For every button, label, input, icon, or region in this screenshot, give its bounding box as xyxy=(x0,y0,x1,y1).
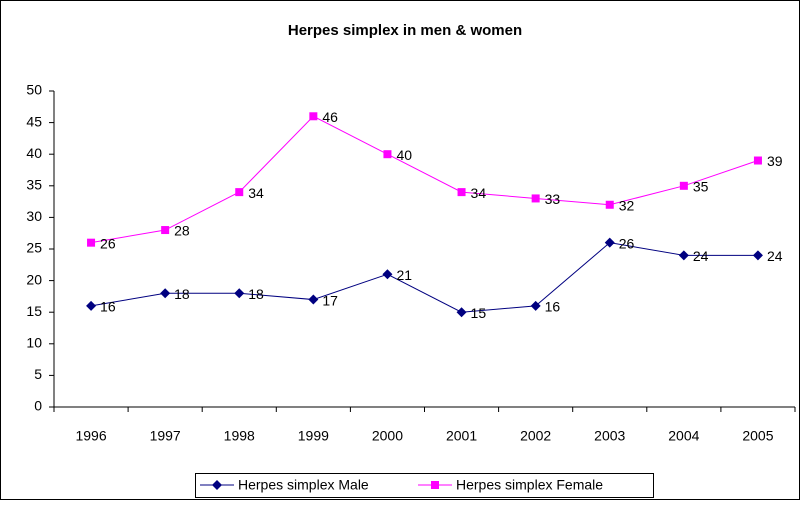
marker xyxy=(531,194,540,203)
marker xyxy=(530,300,541,311)
marker xyxy=(382,269,393,280)
data-label: 16 xyxy=(545,299,561,315)
data-label: 46 xyxy=(322,109,338,125)
y-tick-label: 15 xyxy=(26,303,42,319)
marker xyxy=(212,480,222,490)
data-label: 21 xyxy=(396,267,412,283)
marker xyxy=(161,226,170,235)
x-tick-label: 2001 xyxy=(446,428,477,444)
marker xyxy=(457,188,466,197)
data-label: 32 xyxy=(619,197,635,213)
data-label: 39 xyxy=(767,153,783,169)
data-label: 17 xyxy=(322,292,338,308)
marker xyxy=(679,181,688,190)
y-tick-label: 45 xyxy=(26,113,42,129)
x-tick-label: 2005 xyxy=(742,428,773,444)
legend-label: Herpes simplex Male xyxy=(238,477,369,493)
data-label: 26 xyxy=(100,235,116,251)
x-tick-label: 2003 xyxy=(594,428,625,444)
series-line xyxy=(90,115,759,244)
marker xyxy=(753,156,762,165)
data-label: 16 xyxy=(100,299,116,315)
y-tick-label: 25 xyxy=(26,240,42,256)
data-label: 15 xyxy=(471,305,487,321)
y-tick-label: 35 xyxy=(26,177,42,193)
y-tick-label: 40 xyxy=(26,145,42,161)
marker xyxy=(87,238,96,247)
x-tick-label: 1996 xyxy=(75,428,106,444)
x-tick-label: 2002 xyxy=(520,428,551,444)
marker xyxy=(431,481,439,489)
data-label: 26 xyxy=(619,235,635,251)
legend-label: Herpes simplex Female xyxy=(456,477,603,493)
x-tick-label: 2000 xyxy=(372,428,403,444)
marker xyxy=(308,294,319,305)
x-tick-label: 1998 xyxy=(224,428,255,444)
marker xyxy=(678,250,689,261)
marker xyxy=(605,200,614,209)
marker xyxy=(383,150,392,159)
marker xyxy=(752,250,763,261)
series-line xyxy=(90,242,758,313)
data-label: 35 xyxy=(693,179,709,195)
y-tick-label: 10 xyxy=(26,335,42,351)
data-label: 24 xyxy=(693,248,709,264)
y-tick-label: 5 xyxy=(34,366,42,382)
marker xyxy=(235,188,244,197)
y-tick-label: 0 xyxy=(34,398,42,414)
marker xyxy=(604,237,615,248)
data-label: 33 xyxy=(545,191,561,207)
marker xyxy=(160,288,171,299)
marker xyxy=(456,307,467,318)
data-label: 18 xyxy=(248,286,264,302)
y-tick-label: 50 xyxy=(26,82,42,98)
marker xyxy=(86,300,97,311)
y-tick-label: 20 xyxy=(26,271,42,287)
data-label: 34 xyxy=(248,185,264,201)
data-label: 28 xyxy=(174,223,190,239)
x-tick-label: 2004 xyxy=(668,428,699,444)
data-label: 24 xyxy=(767,248,783,264)
chart-title: Herpes simplex in men & women xyxy=(288,22,522,39)
data-label: 40 xyxy=(396,147,412,163)
marker xyxy=(234,288,245,299)
data-label: 18 xyxy=(174,286,190,302)
x-tick-label: 1999 xyxy=(298,428,329,444)
marker xyxy=(309,112,318,121)
y-tick-label: 30 xyxy=(26,208,42,224)
data-label: 34 xyxy=(471,185,487,201)
x-tick-label: 1997 xyxy=(150,428,181,444)
